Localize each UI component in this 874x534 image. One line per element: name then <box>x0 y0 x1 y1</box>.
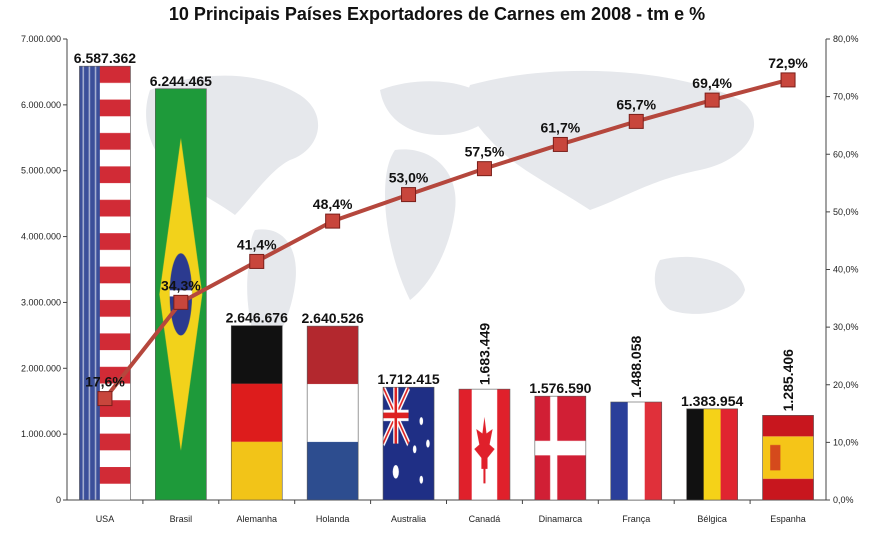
y-right-tick-label: 40,0% <box>833 265 859 275</box>
line-point-marker <box>628 113 644 129</box>
bar-value-label: 1.683.449 <box>476 323 492 385</box>
bar-value-label: 1.576.590 <box>529 380 591 396</box>
x-category-label: Brasil <box>170 514 193 524</box>
bar-value-label: 6.587.362 <box>74 50 136 66</box>
line-percent-label: 41,4% <box>237 236 277 252</box>
y-right-tick-label: 60,0% <box>833 149 859 159</box>
line-point-marker <box>476 161 492 177</box>
cumulative-line <box>103 77 789 400</box>
bar-bélgica <box>686 408 738 501</box>
x-category-label: Australia <box>391 514 426 524</box>
x-category-label: França <box>622 514 650 524</box>
line-percent-label: 17,6% <box>85 374 125 390</box>
x-category-label: Alemanha <box>236 514 277 524</box>
y-right-tick-label: 70,0% <box>833 92 859 102</box>
y-right-tick-label: 20,0% <box>833 380 859 390</box>
line-percent-label: 57,5% <box>465 144 505 160</box>
line-percent-label: 65,7% <box>616 96 656 112</box>
line-point-marker <box>552 136 568 152</box>
chart-title: 10 Principais Países Exportadores de Car… <box>168 4 706 24</box>
line-percent-label: 69,4% <box>692 75 732 91</box>
bar-value-label: 1.488.058 <box>628 336 644 398</box>
line-point-marker <box>325 213 341 229</box>
y-left-tick-label: 0 <box>56 495 61 505</box>
line-point-marker <box>173 294 189 310</box>
y-left-tick-label: 5.000.000 <box>21 166 61 176</box>
y-right-tick-label: 80,0% <box>833 34 859 44</box>
bar-value-label: 2.640.526 <box>302 310 364 326</box>
y-right-tick-label: 10,0% <box>833 437 859 447</box>
bar-value-label: 2.646.676 <box>226 310 288 326</box>
y-right-tick-label: 0,0% <box>833 495 854 505</box>
bar-holanda <box>306 325 359 501</box>
bar-alemanha <box>230 325 283 501</box>
y-left-tick-label: 7.000.000 <box>21 34 61 44</box>
x-category-label: Holanda <box>316 514 350 524</box>
line-percent-label: 72,9% <box>768 55 808 71</box>
bar-usa <box>79 65 131 501</box>
line-point-marker <box>780 72 796 88</box>
y-left-tick-label: 1.000.000 <box>21 429 61 439</box>
line-point-marker <box>401 187 417 203</box>
bar-australia <box>382 386 435 501</box>
y-right-tick-label: 50,0% <box>833 207 859 217</box>
line-percent-label: 34,3% <box>161 277 201 293</box>
y-left-tick-label: 4.000.000 <box>21 232 61 242</box>
bar-value-label: 1.285.406 <box>780 349 796 411</box>
bar-value-label: 1.712.415 <box>377 371 439 387</box>
x-category-label: Espanha <box>770 514 806 524</box>
data-labels: 6.587.362 6.244.465 2.646.676 2.640.526 1.71… <box>74 50 809 411</box>
cumulative-line-series <box>97 72 796 407</box>
y-right-tick-label: 30,0% <box>833 322 859 332</box>
y-left-tick-label: 3.000.000 <box>21 297 61 307</box>
bar-value-label: 6.244.465 <box>150 73 212 89</box>
line-percent-label: 48,4% <box>313 196 353 212</box>
x-category-label: USA <box>96 514 115 524</box>
bar-dinamarca <box>534 395 587 501</box>
line-percent-label: 53,0% <box>389 170 429 186</box>
x-category-label: Dinamarca <box>539 514 583 524</box>
line-point-marker <box>704 92 720 108</box>
y-left-tick-label: 2.000.000 <box>21 363 61 373</box>
x-category-label: Canadá <box>469 514 501 524</box>
line-point-marker <box>97 391 113 407</box>
x-category-label: Bélgica <box>697 514 727 524</box>
bar-espanha <box>762 415 814 501</box>
bar-frança <box>610 401 663 501</box>
line-point-marker <box>249 253 265 269</box>
bar-canadá <box>458 388 511 501</box>
y-left-tick-label: 6.000.000 <box>21 100 61 110</box>
bar-value-label: 1.383.954 <box>681 393 743 409</box>
line-percent-label: 61,7% <box>540 119 580 135</box>
